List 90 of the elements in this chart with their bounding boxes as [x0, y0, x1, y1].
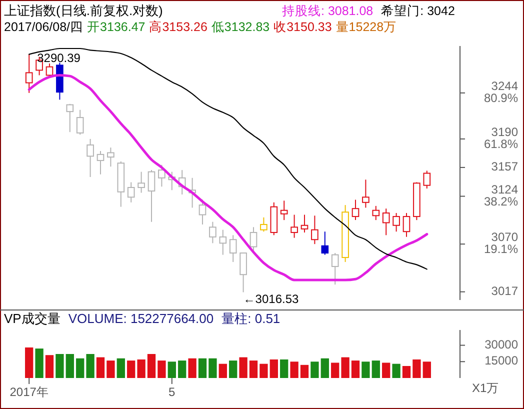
- y-tick-label: 15000: [484, 354, 518, 368]
- candlestick: [331, 252, 339, 286]
- candlestick: [96, 150, 104, 175]
- candlestick: [138, 171, 145, 194]
- bar: [86, 354, 94, 378]
- candlestick: [402, 212, 410, 238]
- bar: [310, 362, 319, 378]
- candlestick: [158, 164, 166, 188]
- candlestick: [392, 212, 400, 232]
- bar: [249, 360, 258, 378]
- bar: [45, 355, 54, 378]
- y-tick-label: 3070 19.1%: [484, 230, 518, 256]
- bar: [372, 360, 380, 378]
- candlestick: [321, 231, 329, 256]
- candlestick: [76, 109, 84, 136]
- bar: [137, 359, 146, 378]
- bar: [116, 358, 125, 378]
- bar: [188, 358, 196, 378]
- bar: [320, 358, 329, 378]
- candlestick: [352, 199, 360, 221]
- y-tick-label: 3244 80.9%: [484, 79, 518, 106]
- chart-title: VP成交量: [4, 311, 60, 326]
- bar: [270, 359, 278, 378]
- bar: [280, 359, 288, 378]
- y-tick-label: 3190 61.8%: [484, 125, 518, 152]
- candlestick: [280, 200, 288, 221]
- candlestick: [148, 170, 156, 222]
- candlestick: [372, 205, 380, 221]
- candlestick: [250, 226, 258, 251]
- bar: [412, 359, 421, 378]
- bar: [362, 362, 370, 378]
- bar: [106, 360, 115, 378]
- bar: [178, 360, 186, 378]
- bar: [35, 348, 44, 378]
- y-tick-label: 30000: [484, 337, 518, 352]
- text: 持股线: 3081.08: [282, 4, 374, 18]
- bar: [198, 358, 207, 378]
- candlestick: [290, 214, 298, 238]
- candlestick: [240, 252, 247, 293]
- candlestick: [382, 208, 390, 236]
- candlestick: [25, 53, 33, 94]
- bar: [56, 354, 64, 378]
- bar: [351, 360, 360, 378]
- text: VOLUME: 152277664.00: [68, 311, 214, 326]
- candlestick: [107, 147, 114, 168]
- bar: [218, 364, 227, 378]
- bar: [382, 362, 390, 378]
- bar: [331, 362, 340, 378]
- bar: [96, 357, 105, 378]
- bar: [147, 354, 156, 378]
- bar: [76, 358, 84, 378]
- y-tick-label: 3157: [491, 160, 518, 174]
- bar: [341, 357, 350, 378]
- candlestick: [260, 216, 268, 232]
- candlestick: [423, 170, 431, 190]
- candlestick: [229, 234, 237, 262]
- y-tick-label: 3124 38.2%: [484, 182, 518, 208]
- chart-subtitle: 2017/06/08/四 开3136.47 高3153.26 低3132.83 收3150.33 量15228万: [4, 19, 397, 34]
- bar: [168, 362, 176, 378]
- bar: [300, 364, 309, 378]
- bar: [208, 358, 217, 378]
- line-series: [28, 48, 428, 270]
- bar: [402, 366, 411, 378]
- bar: [260, 364, 268, 378]
- candlestick: [66, 103, 74, 133]
- annotation: ←3016.53: [243, 292, 300, 306]
- bar: [158, 360, 166, 378]
- candlestick: [300, 214, 308, 233]
- text: 量柱: 0.51: [222, 311, 280, 326]
- y-axis-title: X1万: [472, 381, 499, 395]
- bar: [239, 357, 248, 378]
- candlestick: [86, 138, 94, 178]
- candlestick: [209, 221, 216, 244]
- bar: [290, 362, 298, 378]
- y-tick-label: 3017: [491, 284, 518, 298]
- bar: [422, 362, 431, 378]
- bar: [127, 360, 136, 378]
- x-tick-label: 2017年: [10, 385, 48, 399]
- candlestick: [362, 179, 370, 208]
- bar: [392, 364, 400, 378]
- candlestick: [219, 229, 227, 256]
- x-tick-label: 5: [168, 385, 176, 399]
- text: 希望门: 3042: [381, 3, 455, 18]
- bar: [25, 347, 34, 378]
- bar: [229, 360, 238, 378]
- chart-title: 上证指数(日线.前复权.对数): [4, 3, 163, 18]
- candlestick: [127, 182, 135, 203]
- candlestick: [311, 215, 318, 245]
- bar: [66, 354, 74, 378]
- annotation: 3290.39: [37, 50, 81, 65]
